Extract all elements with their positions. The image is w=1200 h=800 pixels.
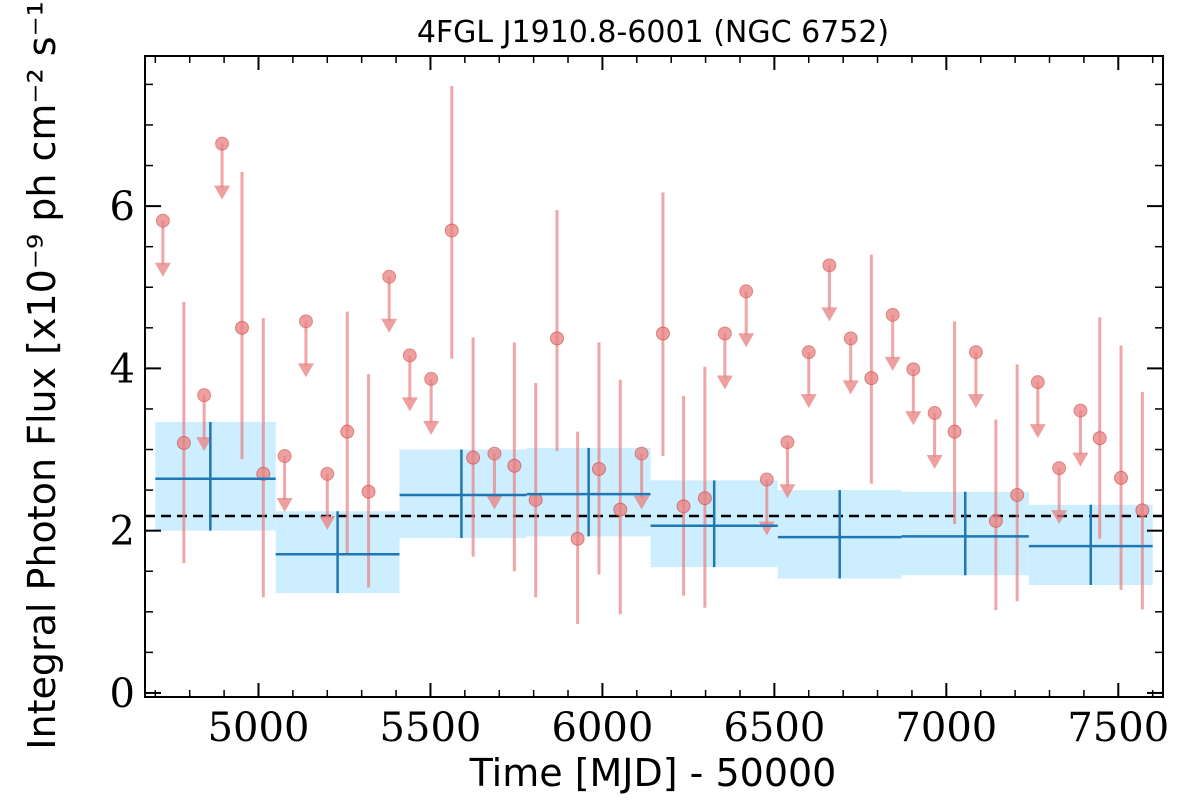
data-point [444,223,459,238]
upper-limit-arrow [884,356,901,371]
data-point [361,484,376,499]
data-points [154,86,1150,624]
data-point [507,458,522,473]
data-point [550,331,565,346]
upper-limit-point [927,406,942,421]
chart-title: 4FGL J1910.8-6001 (NGC 6752) [417,15,889,50]
data-point [591,461,606,476]
upper-limit-point [717,326,732,341]
upper-limit-point [382,269,397,284]
data-point [570,531,585,546]
upper-limit-arrow [842,380,859,395]
upper-limit-point [968,345,983,360]
upper-limit-arrow [926,455,943,470]
y-tick-label: 2 [110,509,135,555]
upper-limit-arrow [967,394,984,409]
x-tick-label: 5000 [208,705,310,751]
data-point [234,320,249,335]
y-tick-label: 6 [110,184,135,230]
upper-limit-point [634,446,649,461]
upper-limit-arrow [738,333,755,348]
upper-limit-arrow [905,411,922,426]
plot-frame [144,55,1164,698]
upper-limit-point [739,284,754,299]
data-point [340,424,355,439]
x-tick-label: 5500 [380,705,482,751]
upper-limit-arrow [779,484,796,499]
data-point [697,491,712,506]
upper-limit-arrow [401,397,418,412]
upper-limit-point [402,348,417,363]
data-point [864,371,879,386]
upper-limit-point [197,388,212,403]
upper-limit-point [759,472,774,487]
x-tick-label: 7500 [1067,705,1169,751]
binned-points [155,421,1153,594]
upper-limit-point [885,307,900,322]
upper-limit-arrow [154,262,171,277]
upper-limit-arrow [821,307,838,322]
data-point [655,326,670,341]
data-point [613,502,628,517]
upper-limit-point [424,371,439,386]
upper-limit-point [843,331,858,346]
data-point [676,499,691,514]
y-tick-label: 4 [110,346,135,392]
upper-limit-point [155,213,170,228]
data-point [988,513,1003,528]
upper-limit-point [277,449,292,464]
upper-limit-arrow [196,437,213,452]
upper-limit-point [1073,403,1088,418]
data-point [466,450,481,465]
data-point [1092,431,1107,446]
upper-limit-arrow [633,495,650,510]
upper-limit-arrow [381,318,398,333]
upper-limit-arrow [716,375,733,390]
upper-limit-arrow [1072,452,1089,467]
y-tick-label: 0 [110,671,135,717]
data-point [176,436,191,451]
upper-limit-arrow [276,498,293,513]
y-axis-label: Integral Photon Flux [x10⁻⁹ ph cm⁻² s⁻¹] [20,0,64,750]
upper-limit-arrow [319,515,336,530]
data-point [256,466,271,481]
upper-limit-arrow [423,420,440,435]
upper-limit-point [298,314,313,329]
upper-limit-point [1052,461,1067,476]
x-tick-label: 7000 [895,705,997,751]
bin-band [155,421,276,531]
data-point [1010,487,1025,502]
upper-limit-arrow [214,185,231,200]
x-tick-label: 6500 [723,705,825,751]
upper-limit-point [1030,375,1045,390]
upper-limit-point [906,362,921,377]
upper-limit-arrow [297,363,314,378]
upper-limit-point [215,136,230,151]
upper-limit-point [822,258,837,273]
upper-limit-arrow [486,495,503,510]
x-tick-label: 6000 [552,705,654,751]
axis-ticks: 5000 5500 6000 6500 7000 7500 0 2 4 6 [110,56,1169,751]
upper-limit-point [320,466,335,481]
upper-limit-point [801,345,816,360]
upper-limit-point [780,435,795,450]
upper-limit-arrow [800,394,817,409]
data-point [1114,470,1129,485]
upper-limit-point [487,446,502,461]
upper-limit-arrow [1051,510,1068,525]
upper-limit-arrow [1029,424,1046,439]
binned-bands [155,421,1153,594]
data-point [1135,503,1150,518]
data-point [947,424,962,439]
x-axis-label: Time [MJD] - 50000 [469,751,837,795]
